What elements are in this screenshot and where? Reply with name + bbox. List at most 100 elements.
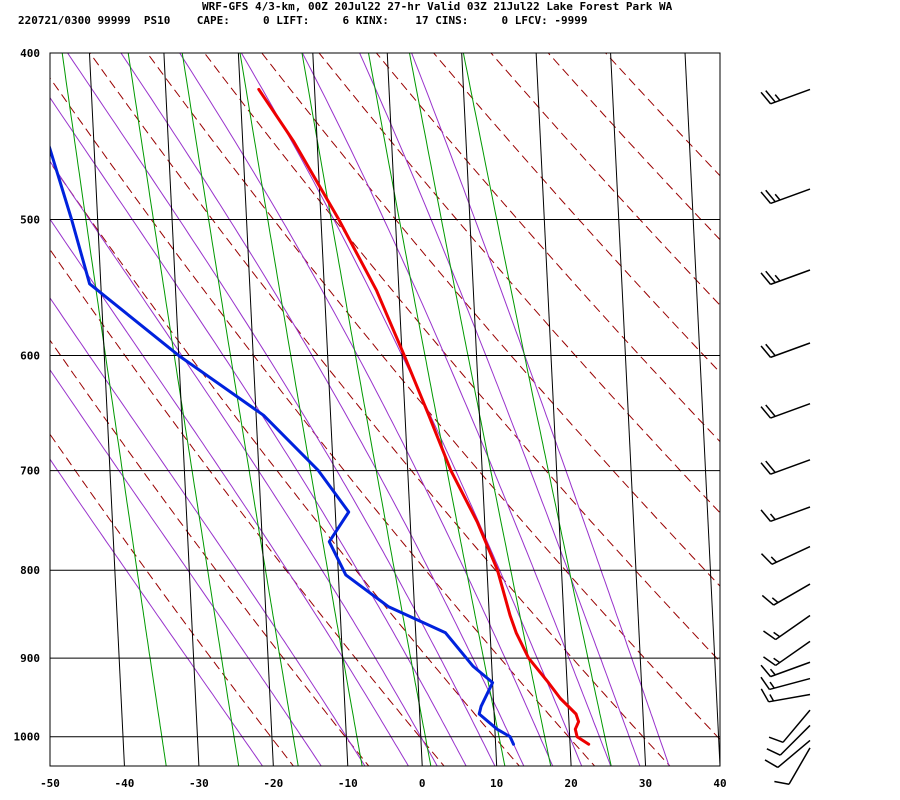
wind-barb bbox=[760, 506, 811, 523]
wind-barb-flag bbox=[760, 553, 773, 565]
wind-barb-shaft bbox=[782, 709, 811, 743]
plot-area bbox=[50, 53, 720, 766]
sounding-indices: 220721/0300 99999 PS10 CAPE: 0 LIFT: 6 K… bbox=[18, 14, 588, 27]
wind-barb-shaft bbox=[771, 545, 811, 565]
x-tick-label: 40 bbox=[713, 777, 726, 790]
dry-adiabat-line bbox=[261, 53, 720, 587]
wind-barb-half-flag bbox=[774, 94, 781, 101]
x-tick-label: -40 bbox=[115, 777, 135, 790]
x-tick-label: 30 bbox=[639, 777, 652, 790]
y-tick-label: 1000 bbox=[14, 731, 41, 744]
y-tick-label: 500 bbox=[20, 214, 40, 227]
y-tick-label: 800 bbox=[20, 564, 40, 577]
wind-barb bbox=[768, 709, 811, 744]
dry-adiabat-line bbox=[490, 53, 720, 306]
wind-barb-shaft bbox=[768, 693, 811, 703]
wind-barb-flag bbox=[760, 272, 772, 285]
wind-barb-shaft bbox=[770, 459, 811, 475]
plot-border bbox=[49, 52, 721, 767]
y-tick-labels: 400 500 600 700 800 900 1000 bbox=[14, 47, 41, 744]
wind-barb-flag bbox=[760, 664, 772, 678]
x-tick-label: -10 bbox=[338, 777, 358, 790]
y-tick-label: 600 bbox=[20, 350, 40, 363]
wind-barb bbox=[760, 188, 811, 205]
x-tick-label: 10 bbox=[490, 777, 503, 790]
wind-barb bbox=[760, 88, 811, 105]
wind-barb-flag bbox=[760, 345, 772, 358]
wind-barb-flag bbox=[760, 688, 770, 703]
wind-barb-half-flag bbox=[774, 193, 781, 201]
wind-barb-half-flag bbox=[769, 694, 775, 702]
wind-barb-flag bbox=[765, 189, 776, 203]
dry-adiabat-line bbox=[547, 53, 720, 241]
wind-barb bbox=[766, 724, 811, 756]
grid bbox=[50, 53, 720, 766]
wind-barb-shaft bbox=[769, 677, 811, 691]
wind-barb-shaft bbox=[770, 88, 811, 105]
wind-barb-half-flag bbox=[773, 657, 781, 664]
wind-barb bbox=[760, 688, 811, 703]
isotherm-line bbox=[163, 53, 200, 766]
wind-barb-flag bbox=[760, 676, 771, 690]
profiles bbox=[50, 87, 591, 746]
x-tick-label: -30 bbox=[189, 777, 209, 790]
wind-barb-shaft bbox=[770, 661, 811, 678]
wind-barb-flag bbox=[764, 759, 779, 769]
wind-barb bbox=[760, 545, 811, 565]
x-tick-labels: -50 -40 -30 -20 -10 0 10 20 30 40 bbox=[40, 777, 727, 790]
chart-title: WRF-GFS 4/3-km, 00Z 20Jul22 27-hr Valid … bbox=[202, 0, 673, 13]
wind-barb-flag bbox=[760, 462, 772, 475]
isotherm-line bbox=[312, 53, 349, 766]
temperature-profile-line bbox=[257, 87, 591, 746]
wind-barb-flag bbox=[763, 630, 777, 641]
wind-barb-half-flag bbox=[774, 274, 781, 282]
dry-adiabat-line bbox=[433, 53, 720, 374]
wind-barb bbox=[764, 739, 811, 769]
wind-barb-shaft bbox=[779, 724, 811, 756]
wind-barb-flag bbox=[760, 91, 772, 105]
y-tick-label: 400 bbox=[20, 47, 40, 60]
wind-barb bbox=[763, 640, 811, 667]
wind-barb-shaft bbox=[775, 640, 811, 667]
y-tick-label: 900 bbox=[20, 652, 40, 665]
isotherm-line bbox=[684, 53, 720, 766]
wind-barb bbox=[760, 403, 811, 419]
x-tick-label: -50 bbox=[40, 777, 60, 790]
wind-barb bbox=[760, 342, 811, 359]
wind-barb-flag bbox=[765, 343, 776, 357]
wind-barb-flag bbox=[763, 656, 777, 667]
wind-barb-flag bbox=[760, 509, 772, 522]
wind-barb-shaft bbox=[770, 269, 811, 286]
x-tick-label: -20 bbox=[263, 777, 283, 790]
wind-barb-flag bbox=[765, 404, 776, 417]
wind-barb-shaft bbox=[770, 342, 811, 359]
wind-barb-half-flag bbox=[769, 513, 776, 521]
wind-barb bbox=[760, 676, 811, 691]
wind-barb-half-flag bbox=[770, 556, 778, 563]
wind-barb-flag bbox=[774, 780, 790, 785]
wind-barb-half-flag bbox=[773, 631, 781, 638]
dry-adiabat-line bbox=[146, 53, 720, 741]
dry-adiabat-line bbox=[50, 339, 370, 766]
isotherm-line bbox=[386, 53, 423, 766]
wind-barb-flag bbox=[765, 460, 776, 473]
wind-barb-shaft bbox=[777, 739, 811, 769]
wind-barb-half-flag bbox=[769, 668, 776, 676]
wind-barb-shaft bbox=[773, 583, 811, 606]
wind-barb-shaft bbox=[770, 403, 811, 419]
wind-barb-flag bbox=[760, 406, 772, 419]
wind-barb-flag bbox=[765, 90, 776, 103]
wind-barb-half-flag bbox=[771, 597, 779, 604]
wind-barb-flag bbox=[765, 270, 776, 284]
y-tick-label: 700 bbox=[20, 465, 40, 478]
dewpoint-profile-line bbox=[50, 143, 515, 746]
wind-barb-shaft bbox=[770, 506, 811, 523]
isotherm-line bbox=[610, 53, 647, 766]
wind-barbs bbox=[760, 88, 811, 785]
isotherm-line bbox=[535, 53, 572, 766]
x-tick-label: 20 bbox=[564, 777, 577, 790]
wind-barb bbox=[761, 583, 811, 606]
wind-barb-flag bbox=[768, 736, 784, 744]
wind-barb-half-flag bbox=[769, 681, 775, 689]
